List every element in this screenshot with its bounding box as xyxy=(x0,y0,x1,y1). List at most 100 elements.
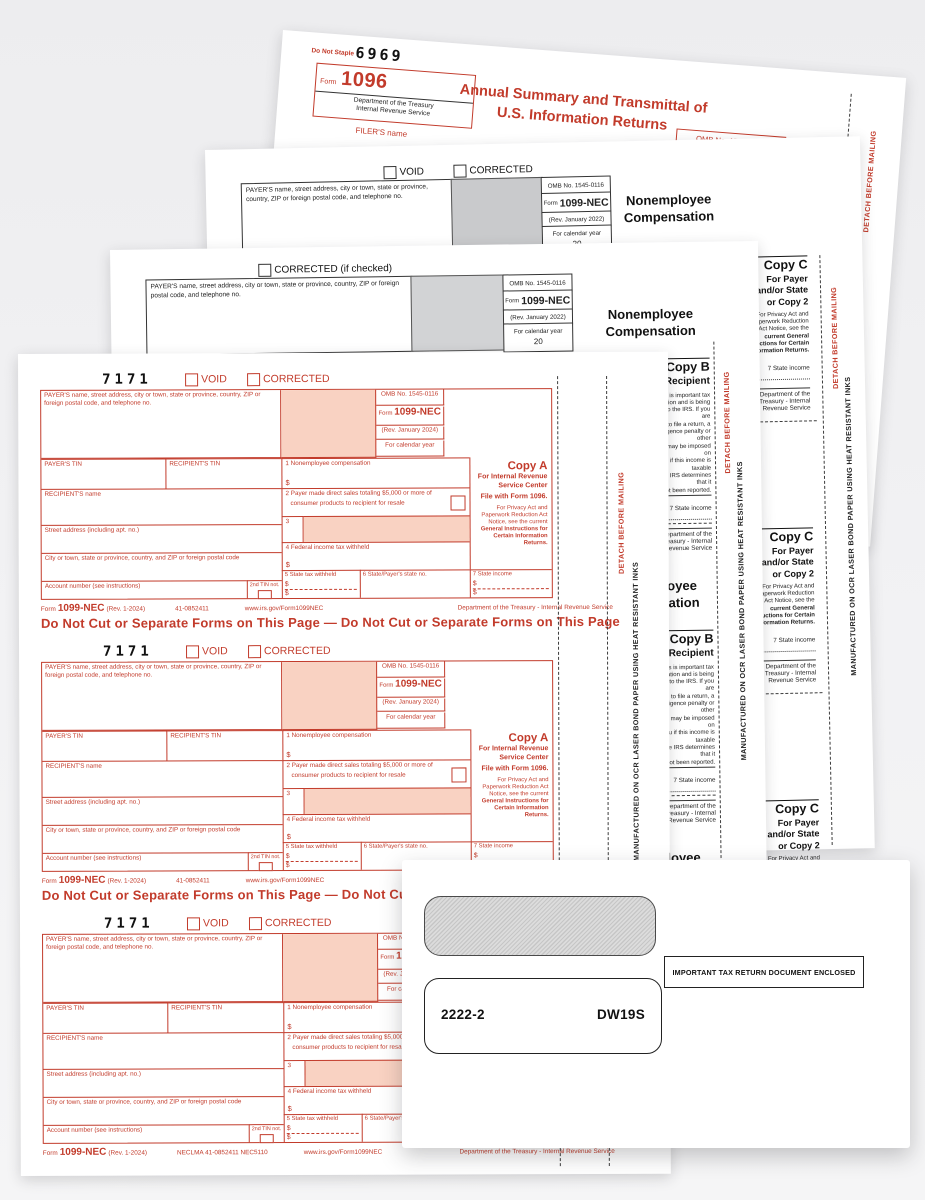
nonemployee-compensation-title: Nonemployee Compensation xyxy=(623,191,715,226)
box2-checkbox xyxy=(451,767,467,783)
omb-cell: OMB No. 1545-0116 xyxy=(377,661,446,678)
form-footer: Form 1099-NEC (Rev. 1-2024) 41-0852411 w… xyxy=(40,602,613,614)
omb-cell: OMB No. 1545-0116 xyxy=(376,389,445,406)
box4-cell: 4 Federal income tax withheld $ xyxy=(282,813,471,843)
ocr-code: 7171 xyxy=(103,915,154,932)
copy-a-form: 7171 VOID CORRECTED PAYER'S name, street… xyxy=(40,370,620,632)
payer-box: PAYER'S name, street address, city or to… xyxy=(43,934,284,1003)
revision-cell: (Rev. January 2024) xyxy=(376,426,445,440)
recipients-tin-cell: RECIPIENT'S TIN xyxy=(167,730,283,761)
void-label: VOID xyxy=(201,373,227,386)
detach-before-mailing-text: DETACH BEFORE MAILING xyxy=(829,286,841,390)
envelope-window-tinted xyxy=(424,896,656,956)
irs-url: www.irs.gov/Form1099NEC xyxy=(245,876,325,885)
void-label: VOID xyxy=(399,166,425,178)
payer-box: PAYER'S name, street address, city or to… xyxy=(145,275,414,356)
pink-box xyxy=(281,389,377,459)
void-label: VOID xyxy=(202,917,229,930)
payer-box: PAYER'S name, street address, city or to… xyxy=(41,390,282,459)
box2-checkbox xyxy=(450,495,466,511)
box1-cell: 1 Nonemployee compensation $ xyxy=(282,729,471,761)
footer-codes: 41-0852411 xyxy=(175,605,209,613)
box6-cell: 6 State/Payer's state no. xyxy=(359,569,470,598)
calendar-year-cell: For calendar year 20 xyxy=(503,322,574,353)
copy-a-column: Copy A For Internal Revenue Service Cent… xyxy=(469,457,552,570)
void-checkbox xyxy=(186,917,201,931)
recipients-tin-cell: RECIPIENT'S TIN xyxy=(168,1002,284,1033)
second-tin-cell: 2nd TIN not. xyxy=(248,1124,284,1144)
box5-cell: 5 State tax withheld $ $ xyxy=(281,569,360,599)
copy-a-column: Copy A For Internal Revenue Service Cent… xyxy=(470,729,553,842)
box2-cell: 2 Payer made direct sales totaling $5,00… xyxy=(282,759,471,789)
recipients-name-cell: RECIPIENT'S name xyxy=(41,488,282,525)
corrected-label: CORRECTED (if checked) xyxy=(274,263,393,276)
ocr-code: 6969 xyxy=(354,43,405,66)
payers-tin-cell: PAYER'S TIN xyxy=(43,1002,169,1033)
pink-box xyxy=(282,661,378,731)
envelope-window-clear: 2222-2 DW19S xyxy=(424,978,662,1054)
calendar-year-cell: For calendar year xyxy=(377,712,446,729)
account-cell: Account number (see instructions) xyxy=(42,852,248,871)
envelope-code-left: 2222-2 xyxy=(441,1007,485,1022)
street-cell: Street address (including apt. no.) xyxy=(42,796,283,825)
ocr-code: 7171 xyxy=(102,371,152,388)
form-number-cell: Form 1099-NEC xyxy=(376,406,445,426)
filer-name-label: FILER'S name xyxy=(355,125,408,139)
detach-before-mailing-text: DETACH BEFORE MAILING xyxy=(861,130,879,233)
corrected-checkbox xyxy=(247,373,261,387)
ocr-code: 7171 xyxy=(103,643,153,660)
payers-tin-cell: PAYER'S TIN xyxy=(41,458,167,489)
form-grid: PAYER'S name, street address, city or to… xyxy=(40,388,553,600)
corrected-checkbox xyxy=(258,263,272,277)
manufactured-text: MANUFACTURED ON OCR LASER BOND PAPER USI… xyxy=(735,461,749,761)
box3-cell: 3 xyxy=(283,1060,306,1087)
city-cell: City or town, state or province, country… xyxy=(42,824,283,853)
copy-c-label: Copy C xyxy=(755,527,814,545)
return-envelope: 2222-2 DW19S IMPORTANT TAX RETURN DOCUME… xyxy=(402,860,910,1148)
nonemployee-compensation-title: Nonemployee Compensation xyxy=(605,305,696,339)
corrected-label: CORRECTED xyxy=(264,644,331,658)
corrected-checkbox xyxy=(248,917,263,931)
corrected-label: CORRECTED xyxy=(469,164,533,177)
box7-cell: 7 State income $ $ xyxy=(469,569,552,598)
box2-cell: 2 Payer made direct sales totaling $5,00… xyxy=(281,487,470,517)
box5-cell: 5 State tax withheld $ $ xyxy=(282,841,361,871)
box3-pink xyxy=(303,515,470,543)
second-tin-checkbox xyxy=(258,862,273,872)
box3-pink xyxy=(304,787,471,815)
footer-codes: NECLMA 41-0852411 NEC5110 xyxy=(177,1149,268,1157)
do-not-cut-text: Do Not Cut or Separate Forms on This Pag… xyxy=(40,613,620,631)
box3-cell: 3 xyxy=(282,788,305,815)
box3-cell: 3 xyxy=(281,516,304,543)
account-cell: Account number (see instructions) xyxy=(41,580,247,599)
street-cell: Street address (including apt. no.) xyxy=(43,1068,284,1097)
detach-before-mailing-text: DETACH BEFORE MAILING xyxy=(721,371,733,474)
irs-url: www.irs.gov/Form1099NEC xyxy=(244,604,324,613)
city-cell: City or town, state or province, country… xyxy=(43,1096,284,1125)
second-tin-cell: 2nd TIN not. xyxy=(246,580,282,600)
payer-box: PAYER'S name, street address, city or to… xyxy=(42,662,283,731)
detach-before-mailing-text: DETACH BEFORE MAILING xyxy=(616,471,626,575)
gray-box xyxy=(410,274,506,352)
void-checkbox xyxy=(185,373,199,387)
street-cell: Street address (including apt. no.) xyxy=(41,524,282,553)
recipients-name-cell: RECIPIENT'S name xyxy=(42,760,283,797)
corrected-label: CORRECTED xyxy=(264,916,332,930)
pink-box xyxy=(283,933,379,1003)
do-not-staple-label: Do Not Staple xyxy=(311,47,355,58)
form-grid: PAYER'S name, street address, city or to… xyxy=(41,660,554,872)
recipients-name-cell: RECIPIENT'S name xyxy=(43,1032,284,1069)
box5-cell: 5 State tax withheld $ $ xyxy=(283,1113,362,1143)
corrected-checkbox xyxy=(453,164,467,178)
recipients-tin-cell: RECIPIENT'S TIN xyxy=(166,458,282,489)
box1-cell: 1 Nonemployee compensation $ xyxy=(281,457,470,489)
city-cell: City or town, state or province, country… xyxy=(41,552,282,581)
corrected-checkbox xyxy=(248,645,262,659)
envelope-code-right: DW19S xyxy=(596,1007,645,1022)
payers-tin-cell: PAYER'S TIN xyxy=(42,730,168,761)
void-checkbox xyxy=(383,165,397,180)
manufactured-text: MANUFACTURED ON OCR LASER BOND PAPER USI… xyxy=(630,561,641,862)
